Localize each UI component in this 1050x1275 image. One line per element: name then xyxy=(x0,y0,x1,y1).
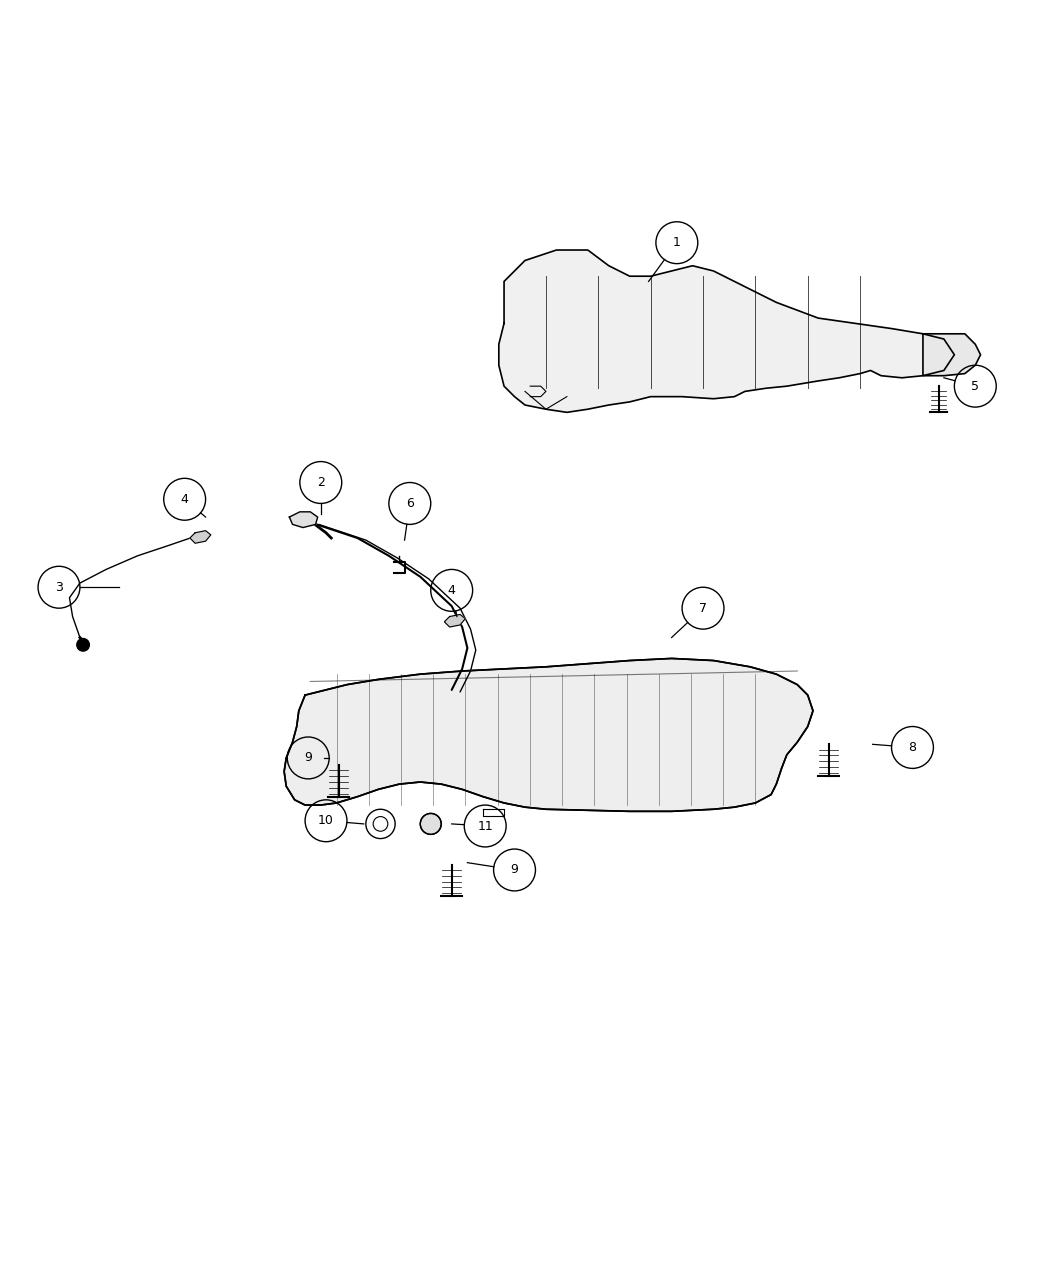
Polygon shape xyxy=(290,511,318,528)
Text: 7: 7 xyxy=(699,602,707,615)
Text: 6: 6 xyxy=(406,497,414,510)
Text: 3: 3 xyxy=(55,580,63,594)
Circle shape xyxy=(77,639,89,652)
Text: 9: 9 xyxy=(304,751,312,765)
Text: 4: 4 xyxy=(447,584,456,597)
Polygon shape xyxy=(190,530,211,543)
Text: 1: 1 xyxy=(673,236,680,249)
Polygon shape xyxy=(444,615,465,627)
Text: 10: 10 xyxy=(318,815,334,827)
Text: 5: 5 xyxy=(971,380,980,393)
Text: 9: 9 xyxy=(510,863,519,876)
Text: 2: 2 xyxy=(317,476,324,490)
Polygon shape xyxy=(499,250,954,412)
Text: 4: 4 xyxy=(181,492,189,506)
Polygon shape xyxy=(923,334,981,376)
Text: 11: 11 xyxy=(478,820,493,833)
Text: 8: 8 xyxy=(908,741,917,754)
Circle shape xyxy=(420,813,441,834)
Polygon shape xyxy=(285,658,813,811)
